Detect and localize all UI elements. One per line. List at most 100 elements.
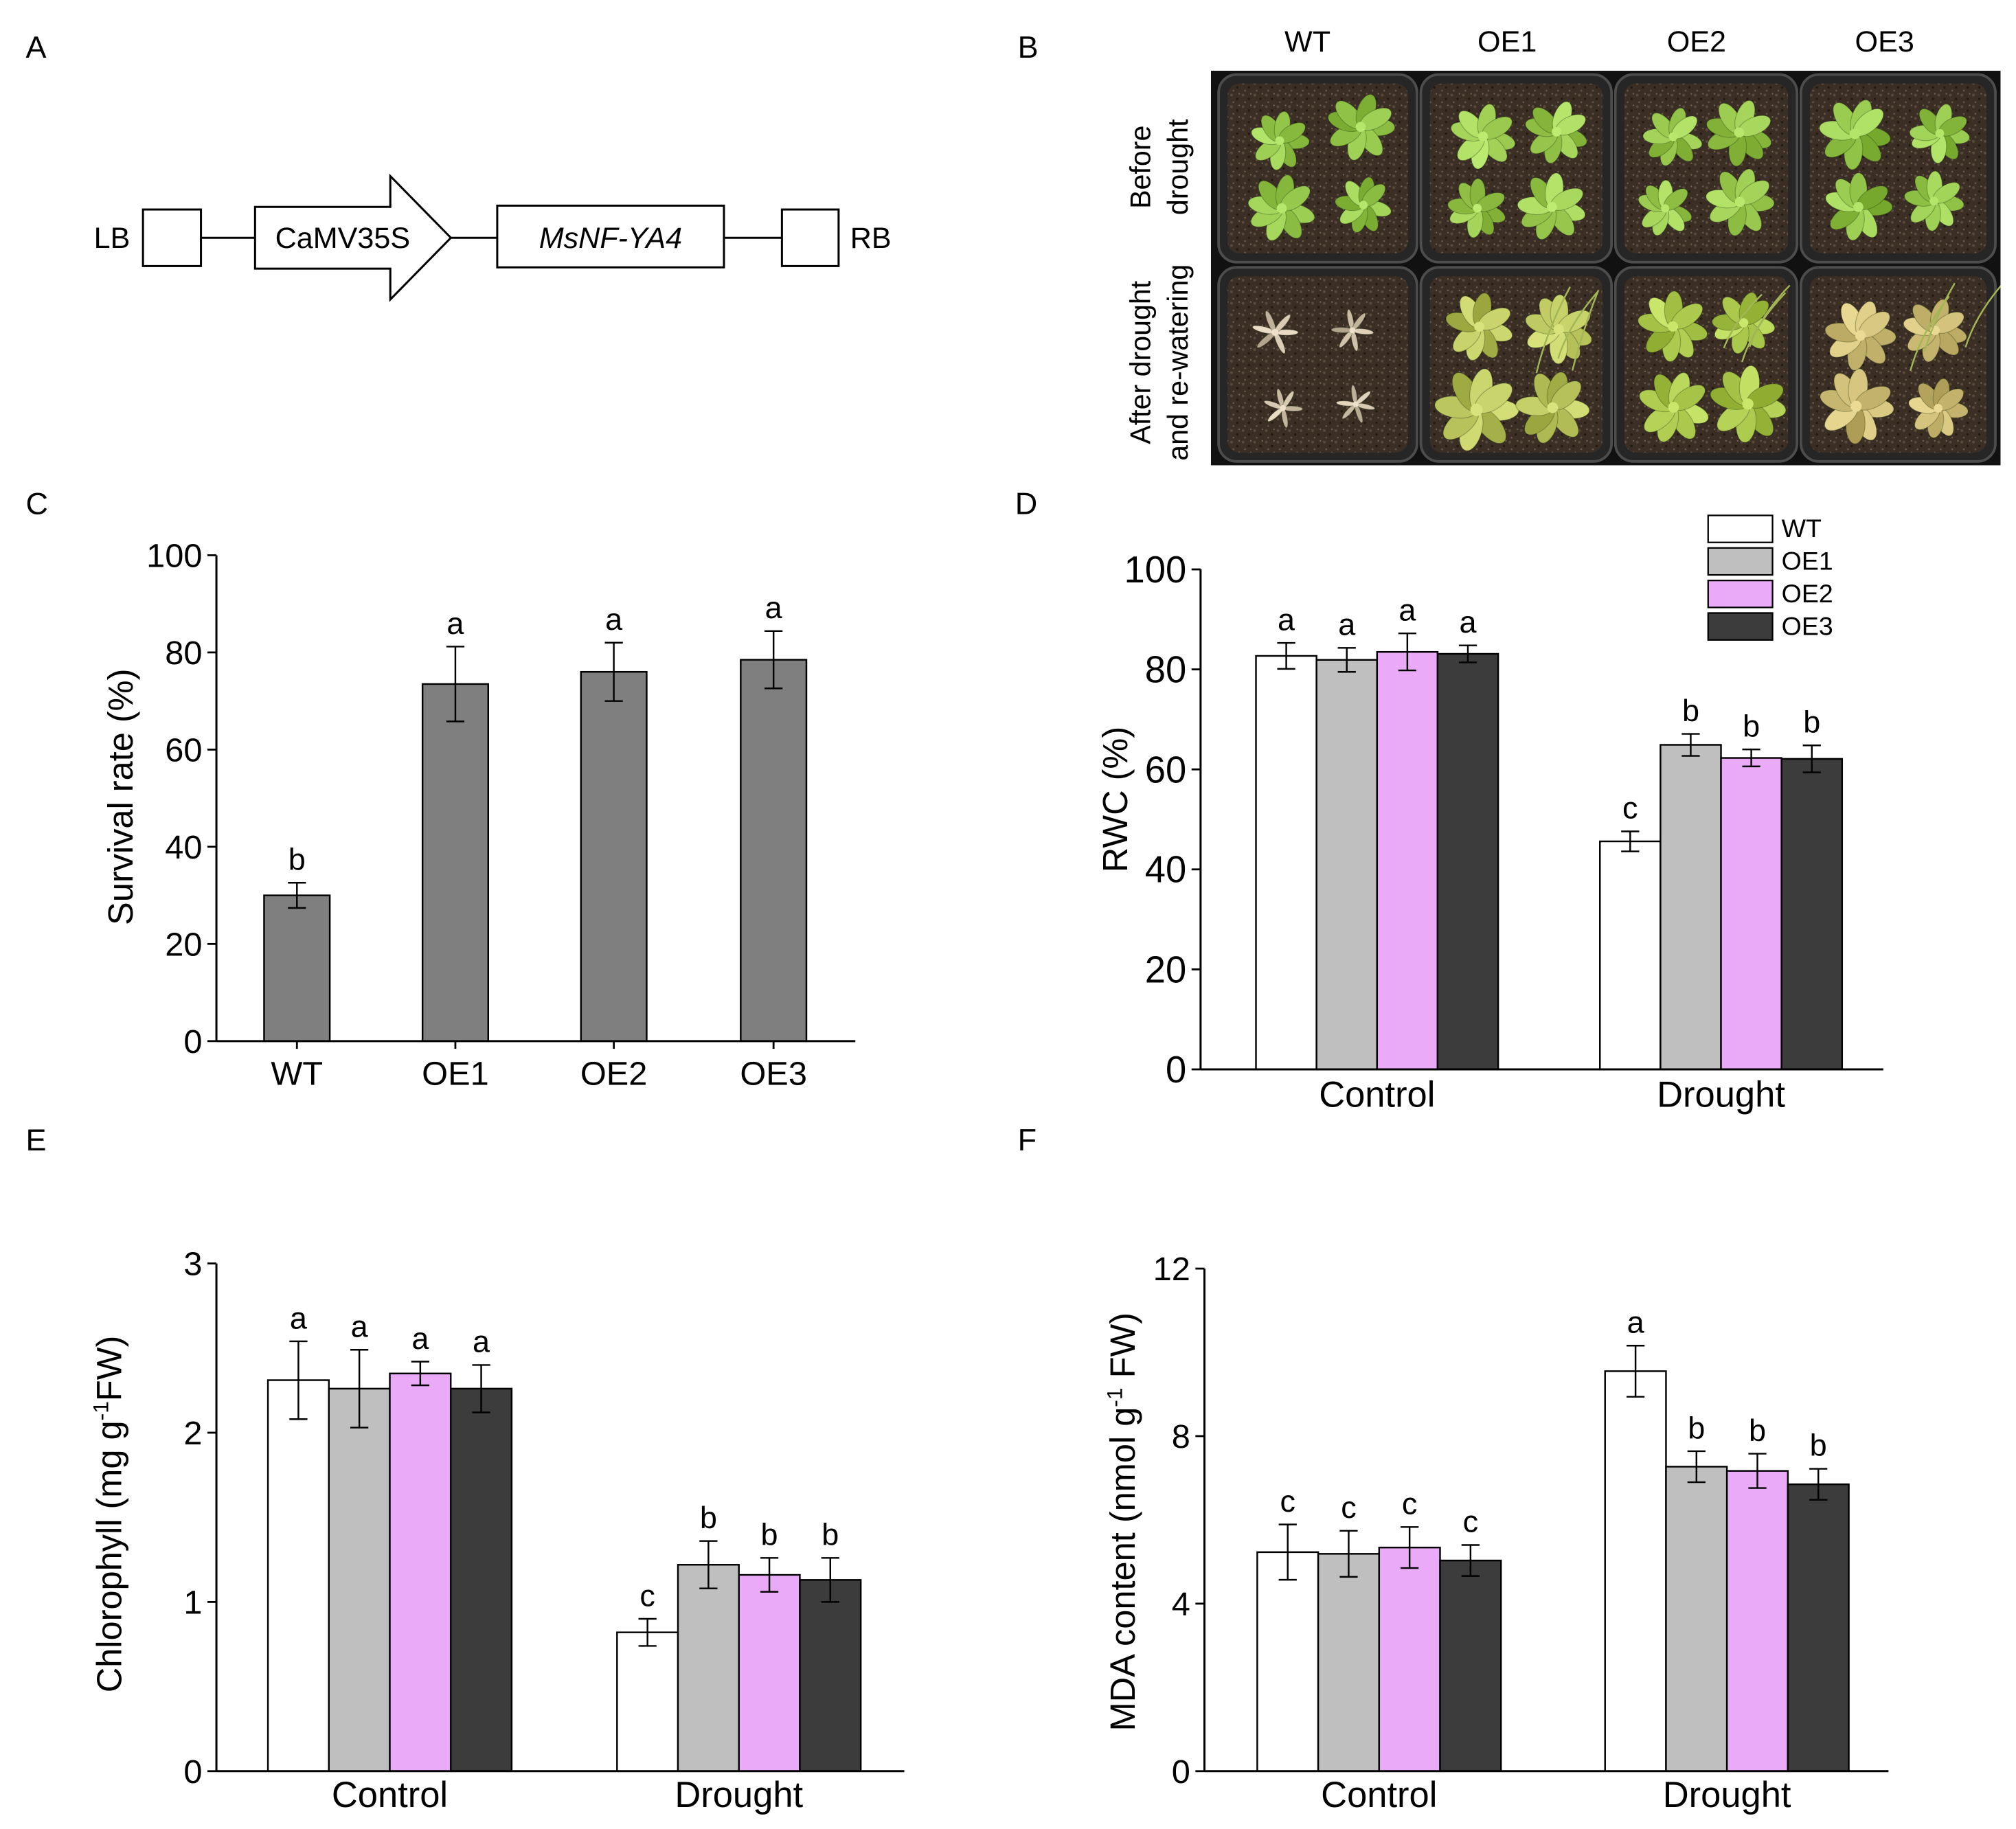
plant-rosette: [1706, 100, 1772, 167]
significance-letter: a: [765, 590, 782, 625]
bar-drought-oe3: [1787, 1483, 1850, 1773]
significance-letter: a: [1278, 602, 1295, 637]
bar-drought-wt: [1599, 840, 1662, 1071]
panel-label-a: A: [26, 30, 47, 65]
flower-stem: [1571, 290, 1600, 371]
plant-rosette: [1525, 101, 1587, 164]
rosette-center: [1935, 128, 1945, 138]
soil-texture: [1429, 83, 1602, 253]
rosette-center: [1734, 196, 1745, 207]
rosette-center: [1668, 321, 1679, 332]
group-label-drought: Drought: [675, 1775, 803, 1815]
tray: [1613, 266, 1799, 463]
rosette-center: [1280, 405, 1287, 411]
bar-control-oe2: [1378, 1546, 1441, 1773]
significance-letter: a: [473, 1324, 490, 1359]
y-tick-label: 100: [146, 538, 202, 575]
significance-letter: a: [1459, 604, 1476, 639]
rosette-center: [1668, 132, 1678, 141]
y-axis-title: Chlorophyll (mg g-1FW): [89, 1336, 129, 1693]
plant-rosette: [1820, 368, 1894, 444]
bar-control-oe1: [1317, 1553, 1381, 1773]
plant-rosette: [1263, 388, 1304, 429]
plant-rosette: [1251, 310, 1299, 354]
y-tick-label: 20: [1145, 949, 1186, 991]
legend-swatch-oe1: [1707, 547, 1774, 576]
mda-content-chart: 0 4 8 12 MDA content (nmol g-1 FW) c c c c Contro…: [1102, 1251, 1889, 1815]
bar-wt: [263, 894, 331, 1043]
bar-drought-oe1: [1660, 744, 1722, 1071]
plant-rosette: [1327, 93, 1396, 161]
rosette-center: [1849, 128, 1861, 139]
significance-letter: c: [1402, 1486, 1418, 1521]
rosette-center: [1668, 402, 1679, 413]
gene-box: [496, 204, 725, 269]
plant-rosette: [1247, 174, 1315, 241]
bar-drought-wt: [616, 1631, 679, 1773]
legend: WT OE1 OE2 OE3: [1707, 514, 1833, 641]
bar-control-wt: [1255, 655, 1317, 1071]
y-axis-title-superscript: -1: [89, 1401, 113, 1420]
plant-rosette: [1445, 293, 1513, 361]
y-tick-label: 60: [1145, 749, 1186, 791]
y-tick-label: 4: [1172, 1586, 1190, 1623]
rosette-center: [1470, 403, 1483, 416]
bar-drought-oe1: [1665, 1466, 1728, 1773]
group-label-drought: Drought: [1657, 1075, 1785, 1115]
y-tick-label: 40: [1145, 849, 1186, 891]
rosette-center: [1271, 328, 1279, 336]
plant-rosette: [1903, 170, 1964, 231]
plant-rosette: [1251, 111, 1310, 171]
legend-label-oe2: OE2: [1782, 579, 1833, 608]
flower-stem: [1923, 282, 1956, 352]
photo-row-label-before-line1: Before: [1125, 126, 1157, 209]
rosette-center: [1355, 122, 1366, 133]
significance-letter: c: [1463, 1504, 1479, 1539]
gene-label: MsNF-YA4: [539, 222, 682, 255]
legend-swatch-wt: [1707, 514, 1774, 543]
tray: [1419, 73, 1613, 264]
significance-letter: c: [639, 1578, 655, 1613]
group-label-control: Control: [1319, 1075, 1435, 1115]
chlorophyll-chart: 0 1 2 3 Chlorophyll (mg g-1FW) a a a a Control c b b…: [89, 1246, 905, 1815]
group-label-drought: Drought: [1663, 1775, 1791, 1815]
plant-rosette: [1706, 168, 1775, 236]
y-tick-label: 2: [183, 1415, 202, 1452]
legend-label-wt: WT: [1782, 514, 1822, 543]
plant-rosette: [1447, 178, 1506, 238]
photo-column-oe3: OE3: [1855, 25, 1914, 58]
promoter-label: CaMV35S: [275, 222, 411, 255]
rosette-center: [1276, 203, 1287, 214]
significance-letter: b: [822, 1517, 839, 1552]
rosette-center: [1742, 398, 1754, 410]
right-border-label: RB: [850, 222, 892, 255]
flower-stem: [1557, 291, 1598, 359]
significance-letter: b: [1803, 705, 1820, 740]
bar-drought-oe3: [799, 1579, 862, 1773]
panel-label-d: D: [1015, 486, 1038, 521]
plant-rosette: [1908, 378, 1969, 439]
rosette-center: [1934, 403, 1943, 413]
construct-diagram: LB CaMV35S MsNF-YA4 RB: [94, 173, 892, 302]
y-tick-label: 0: [183, 1023, 202, 1060]
y-tick-label: 40: [165, 829, 202, 866]
plant-rosette: [1335, 177, 1392, 234]
panel-label-f: F: [1018, 1122, 1037, 1157]
legend-swatch-oe3: [1707, 612, 1774, 641]
tray: [1613, 73, 1799, 264]
significance-letter: a: [351, 1309, 368, 1344]
plant-rosette: [1434, 368, 1519, 451]
y-tick-label: 1: [183, 1584, 202, 1621]
y-tick-label: 0: [183, 1753, 202, 1791]
photo-column-oe1: OE1: [1477, 25, 1537, 58]
plant-rosette: [1517, 172, 1586, 240]
rwc-chart: 0 20 40 60 80 100 RWC (%) a a a a Control c b b b Drough…: [1096, 514, 1883, 1115]
rosette-center: [1477, 131, 1488, 141]
y-axis-title: MDA content (nmol g-1 FW): [1102, 1313, 1142, 1731]
bar-control-oe2: [1376, 650, 1439, 1071]
plant-rosette: [1638, 179, 1692, 236]
legend-swatch-oe2: [1707, 580, 1774, 609]
y-tick-label: 8: [1172, 1418, 1190, 1455]
bar-control-oe3: [1439, 1559, 1502, 1773]
bar-drought-oe1: [677, 1564, 740, 1773]
